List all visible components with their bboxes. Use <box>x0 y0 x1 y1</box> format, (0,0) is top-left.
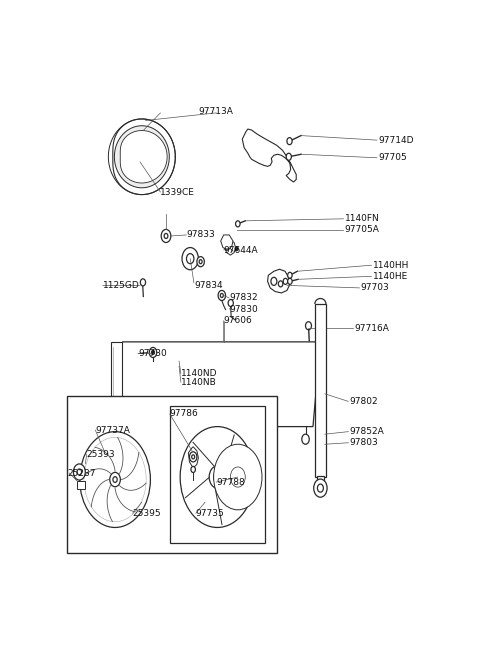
Text: 97788: 97788 <box>216 477 245 487</box>
Text: 97703: 97703 <box>360 284 389 292</box>
Circle shape <box>140 279 145 286</box>
Text: 97713A: 97713A <box>199 107 234 116</box>
Text: 1140FN: 1140FN <box>345 214 379 223</box>
Circle shape <box>314 479 327 497</box>
Bar <box>67 396 277 553</box>
Circle shape <box>178 434 186 444</box>
Polygon shape <box>108 119 175 195</box>
Text: 25395: 25395 <box>132 509 161 518</box>
Circle shape <box>214 444 262 510</box>
Bar <box>317 476 324 487</box>
Circle shape <box>218 290 226 301</box>
Text: 97802: 97802 <box>349 397 378 406</box>
Polygon shape <box>120 130 167 183</box>
Circle shape <box>220 293 223 297</box>
Text: 97803: 97803 <box>349 438 378 447</box>
Circle shape <box>77 469 82 475</box>
Polygon shape <box>225 240 236 255</box>
Polygon shape <box>188 447 198 468</box>
Text: 97644A: 97644A <box>224 246 258 255</box>
Circle shape <box>286 153 291 160</box>
Circle shape <box>214 472 221 482</box>
Text: 1140ND: 1140ND <box>181 369 217 378</box>
Bar <box>170 406 264 542</box>
Text: 97737A: 97737A <box>96 426 130 435</box>
Text: 1125GD: 1125GD <box>103 281 140 290</box>
Circle shape <box>302 434 309 444</box>
Polygon shape <box>267 269 290 293</box>
Circle shape <box>209 466 226 488</box>
Circle shape <box>192 455 195 459</box>
Text: 97852A: 97852A <box>349 427 384 436</box>
Circle shape <box>190 452 197 462</box>
Circle shape <box>110 472 120 487</box>
Text: 97834: 97834 <box>194 281 223 290</box>
Text: 97705A: 97705A <box>345 225 380 234</box>
Circle shape <box>80 432 150 527</box>
Text: 97735: 97735 <box>196 509 225 518</box>
Circle shape <box>113 477 117 483</box>
Circle shape <box>126 434 133 444</box>
Circle shape <box>182 248 198 270</box>
Circle shape <box>288 272 292 278</box>
Text: 97830: 97830 <box>229 305 258 314</box>
Circle shape <box>152 350 155 354</box>
Text: 1339CE: 1339CE <box>160 187 195 196</box>
Circle shape <box>278 281 283 287</box>
Text: 97833: 97833 <box>186 231 215 240</box>
Text: 97705: 97705 <box>378 153 407 162</box>
Circle shape <box>230 467 245 487</box>
Circle shape <box>161 229 171 242</box>
Circle shape <box>288 278 292 284</box>
Text: 97606: 97606 <box>224 316 252 325</box>
Circle shape <box>305 322 312 329</box>
Circle shape <box>164 233 168 238</box>
Bar <box>77 481 85 489</box>
Polygon shape <box>242 129 296 182</box>
Circle shape <box>241 434 249 444</box>
Circle shape <box>271 277 277 286</box>
Circle shape <box>186 253 194 264</box>
Text: 1140NB: 1140NB <box>181 378 216 386</box>
Text: 97786: 97786 <box>170 409 199 419</box>
Circle shape <box>197 257 204 267</box>
Text: 97832: 97832 <box>229 293 258 303</box>
Polygon shape <box>115 342 321 426</box>
Text: 1140HH: 1140HH <box>372 261 409 270</box>
Circle shape <box>235 246 238 251</box>
Text: 1140HE: 1140HE <box>372 272 408 281</box>
Circle shape <box>191 466 195 472</box>
Circle shape <box>236 221 240 227</box>
Text: 25237: 25237 <box>67 468 96 477</box>
Circle shape <box>180 426 254 527</box>
Text: 25393: 25393 <box>87 450 115 459</box>
Circle shape <box>317 484 324 492</box>
Polygon shape <box>114 126 169 188</box>
Polygon shape <box>221 235 233 250</box>
Circle shape <box>283 278 288 284</box>
Circle shape <box>199 259 202 264</box>
Polygon shape <box>111 342 122 426</box>
Circle shape <box>73 464 85 480</box>
Circle shape <box>84 438 146 522</box>
Circle shape <box>149 347 156 358</box>
Bar <box>315 304 326 477</box>
Text: 97714D: 97714D <box>378 136 414 145</box>
Circle shape <box>287 138 292 145</box>
Circle shape <box>228 299 233 307</box>
Text: 97716A: 97716A <box>354 324 389 333</box>
Text: 97730: 97730 <box>138 349 167 358</box>
